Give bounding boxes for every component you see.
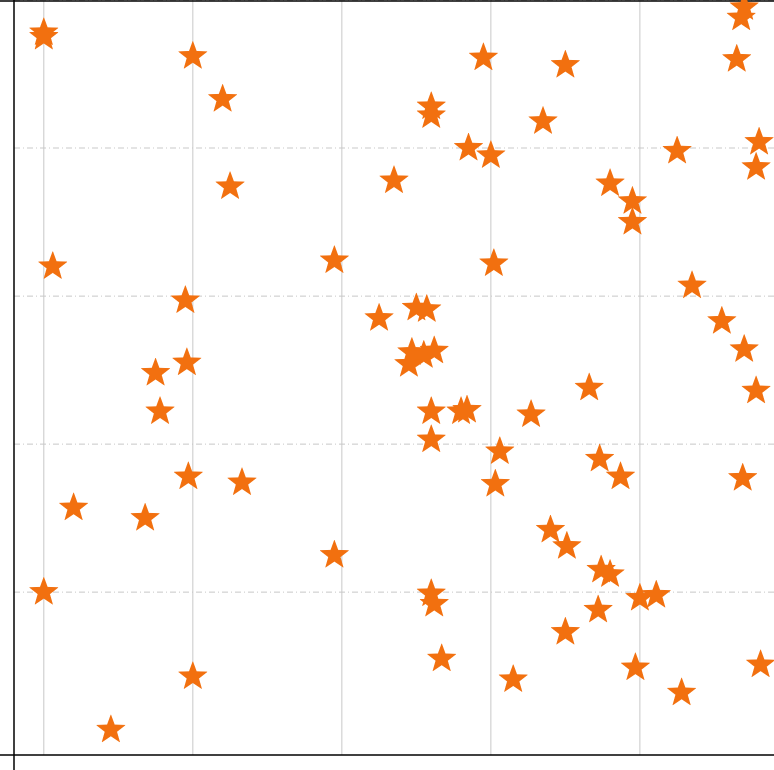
data-point-star bbox=[741, 375, 772, 404]
data-point-star bbox=[416, 395, 447, 425]
data-point-star bbox=[595, 167, 626, 197]
data-point-star bbox=[173, 460, 204, 490]
data-point-star bbox=[28, 576, 59, 605]
data-point-star bbox=[727, 462, 758, 491]
data-point-star bbox=[426, 643, 457, 672]
data-point-star bbox=[452, 394, 482, 423]
data-point-star bbox=[171, 346, 202, 376]
data-point-star bbox=[419, 588, 450, 617]
data-point-star bbox=[416, 423, 447, 453]
data-point-star bbox=[140, 357, 171, 386]
data-point-star bbox=[58, 492, 89, 521]
data-point-star bbox=[574, 372, 605, 401]
data-point-star bbox=[145, 395, 176, 425]
data-point-star bbox=[411, 293, 442, 323]
data-point-star bbox=[478, 247, 509, 277]
data-point-star bbox=[319, 244, 350, 274]
data-point-star bbox=[475, 139, 506, 169]
data-point-star bbox=[498, 663, 529, 693]
data-point-star bbox=[207, 83, 238, 112]
data-point-star bbox=[677, 269, 708, 299]
data-point-star bbox=[528, 105, 558, 135]
data-point-star bbox=[729, 333, 760, 363]
data-point-star bbox=[620, 651, 651, 681]
data-point-star bbox=[662, 135, 693, 164]
data-point-star bbox=[177, 40, 208, 69]
data-point-star bbox=[595, 558, 626, 588]
data-point-star bbox=[741, 151, 772, 181]
data-point-star bbox=[468, 42, 499, 71]
data-point-star bbox=[227, 466, 257, 496]
data-point-star bbox=[416, 99, 447, 129]
data-point-star bbox=[484, 435, 515, 465]
data-point-star bbox=[215, 170, 246, 200]
data-point-star bbox=[393, 348, 424, 377]
data-point-star bbox=[177, 660, 208, 690]
data-point-star bbox=[516, 398, 547, 428]
data-point-star bbox=[37, 250, 68, 280]
data-point-star bbox=[550, 49, 581, 78]
data-point-star bbox=[706, 305, 737, 334]
data-point-star bbox=[170, 284, 201, 314]
data-point-star bbox=[550, 616, 581, 645]
data-point-star bbox=[130, 502, 161, 531]
data-point-star bbox=[617, 206, 648, 235]
data-point-star bbox=[721, 43, 752, 72]
data-point-star bbox=[745, 648, 774, 678]
data-point-star bbox=[744, 126, 774, 155]
data-point-star bbox=[379, 164, 409, 194]
data-point-star bbox=[28, 21, 59, 50]
data-point-star bbox=[419, 335, 450, 364]
data-point-star bbox=[480, 468, 511, 497]
data-point-star bbox=[95, 714, 126, 743]
data-point-star bbox=[453, 132, 484, 161]
data-point-star bbox=[666, 677, 697, 706]
data-point-star bbox=[605, 460, 636, 490]
data-point-star bbox=[726, 2, 757, 31]
data-point-star bbox=[364, 302, 395, 332]
data-point-star bbox=[583, 594, 614, 623]
data-point-star bbox=[319, 539, 350, 568]
data-point-star bbox=[641, 579, 672, 608]
data-point-star bbox=[551, 530, 582, 559]
data-point-star bbox=[584, 443, 615, 472]
data-point-star bbox=[535, 514, 566, 543]
